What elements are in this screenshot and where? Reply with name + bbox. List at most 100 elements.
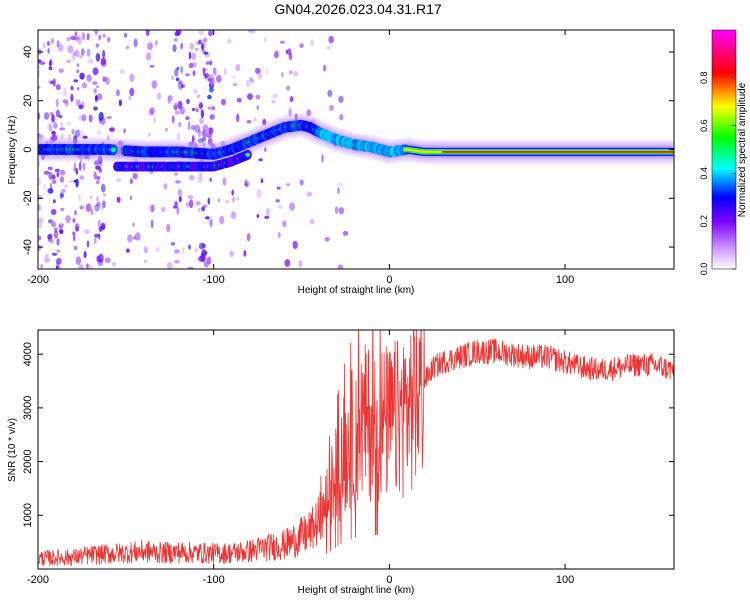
spectrogram-speckle — [329, 104, 334, 111]
spectrogram-speckle — [55, 265, 59, 269]
spectrogram-speckle — [176, 66, 180, 71]
spectrogram-speckle — [38, 235, 42, 241]
spectrogram-speckle — [147, 109, 154, 117]
spectrogram-speckle — [188, 199, 194, 209]
spectrogram-speckle — [175, 180, 181, 184]
spectrogram-speckle — [56, 40, 60, 48]
spectrogram-speckle — [249, 77, 253, 81]
spectrogram-speckle — [49, 240, 55, 244]
snr-y-axis-label: SNR (10 * v/v) — [7, 418, 18, 482]
spectrogram-speckle — [272, 93, 279, 99]
spectrogram-speckle — [209, 177, 213, 182]
spectrogram-speckle — [88, 58, 94, 64]
spectrogram-speckle — [204, 73, 210, 79]
spectrogram-speckle — [43, 183, 46, 190]
spectrogram-speckle — [79, 205, 84, 210]
spectrogram-speckle — [271, 99, 276, 104]
spectrogram-speckle — [163, 183, 168, 190]
spectrogram-speckle — [70, 85, 74, 91]
spectrogram-speckle — [178, 196, 182, 203]
spectrogram-speckle — [153, 117, 156, 124]
spectrogram-speckle — [95, 180, 100, 185]
spectrogram-speckle — [338, 207, 345, 215]
spectrogram-speckle — [310, 39, 314, 47]
spectrogram-speckle — [209, 219, 213, 228]
spectrogram-speckle — [55, 109, 61, 118]
colorbar-tick-label: 0.6 — [699, 119, 709, 132]
spectrogram-speckle — [38, 204, 41, 212]
spectrogram-speckle — [100, 57, 107, 66]
spectrogram-speckle — [60, 188, 67, 193]
spectrogram-speckle — [203, 51, 209, 55]
spectrogram-speckle — [264, 147, 267, 153]
spectrogram-speckle — [51, 252, 58, 256]
spectrogram-speckle — [44, 112, 50, 120]
spectrogram-speckle — [98, 168, 103, 173]
spectrogram-speckle — [126, 248, 130, 253]
spectrogram-speckle — [46, 188, 52, 193]
spectrogram-speckle — [221, 98, 226, 106]
spectrogram-speckle — [106, 115, 113, 120]
spectrogram-speckle — [116, 178, 122, 183]
spectrogram-speckle — [42, 42, 46, 49]
spectrogram-speckle — [232, 83, 237, 87]
spectrogram-speckle — [94, 233, 100, 238]
spectrogram-speckle — [277, 204, 283, 209]
spectrogram-speckle — [191, 135, 195, 144]
spectrogram-speckle — [98, 253, 104, 263]
spectrogram-speckle — [58, 68, 64, 73]
spectrogram-speckle — [53, 122, 58, 129]
spectrogram-speckle — [106, 36, 111, 43]
spectrogram-speckle — [44, 254, 49, 263]
spectrogram-speckle — [326, 46, 332, 50]
spectrogram-speckle — [78, 264, 84, 269]
snr-y-tick-label: 1000 — [22, 503, 34, 527]
spectrogram-speckle — [72, 231, 76, 236]
spectrogram-speckle — [81, 82, 87, 89]
spectrogram-speckle — [253, 116, 257, 123]
spectrogram-speckle — [56, 249, 61, 253]
colorbar-ticks: 0.0 0.2 0.4 0.6 0.8 — [699, 72, 736, 275]
spectrogram-speckle — [76, 69, 80, 74]
spectrogram-speckle — [76, 63, 80, 68]
spectrogram-speckle — [78, 161, 82, 171]
spectrogram-speckle — [72, 218, 76, 223]
spectrogram-speckle — [178, 121, 182, 128]
spectrogram-speckle — [197, 129, 202, 138]
spectrogram-speckle — [206, 256, 212, 265]
spectrogram-speckle — [38, 48, 42, 52]
spectrogram-speckle — [100, 183, 106, 193]
spectrogram-speckle — [195, 108, 199, 113]
spectrogram-speckle — [235, 63, 241, 72]
spectrogram-speckle — [66, 37, 71, 41]
spectrogram-speckle — [80, 48, 85, 56]
spectrogram-speckle — [50, 209, 57, 215]
spectrogram-speckle — [64, 184, 69, 188]
spectrogram-speckle — [180, 65, 184, 74]
spectrogram-speckle — [185, 73, 191, 77]
spectrogram-speckle — [145, 52, 152, 61]
spectrogram-speckle — [205, 61, 211, 65]
spectrogram-speckle — [279, 40, 285, 44]
spectrogram-x-tick-label: 0 — [386, 274, 392, 286]
spectrogram-speckle — [203, 254, 207, 262]
snr-x-axis-label: Height of straight line (km) — [298, 585, 415, 596]
spectrogram-speckle — [236, 113, 240, 123]
spectrogram-speckle — [256, 188, 262, 198]
spectrogram-speckle — [95, 52, 101, 62]
spectrogram-speckle — [75, 167, 79, 175]
spectrogram-speckle — [147, 204, 152, 213]
spectrogram-speckle — [248, 30, 254, 33]
spectrogram-x-tick-label: -200 — [27, 274, 49, 286]
spectrogram-speckle — [88, 195, 94, 200]
spectrogram-speckle — [207, 94, 212, 100]
spectrogram-speckle — [98, 34, 101, 40]
spectrogram-speckle — [264, 36, 267, 43]
spectrogram-speckle — [133, 38, 138, 48]
spectrogram-speckle — [98, 116, 102, 124]
spectrogram-speckle — [286, 183, 290, 187]
spectrogram-speckle — [65, 215, 71, 224]
spectrogram-speckle — [38, 112, 41, 120]
spectrogram-speckle — [321, 153, 324, 163]
spectrogram-speckle — [175, 77, 180, 82]
